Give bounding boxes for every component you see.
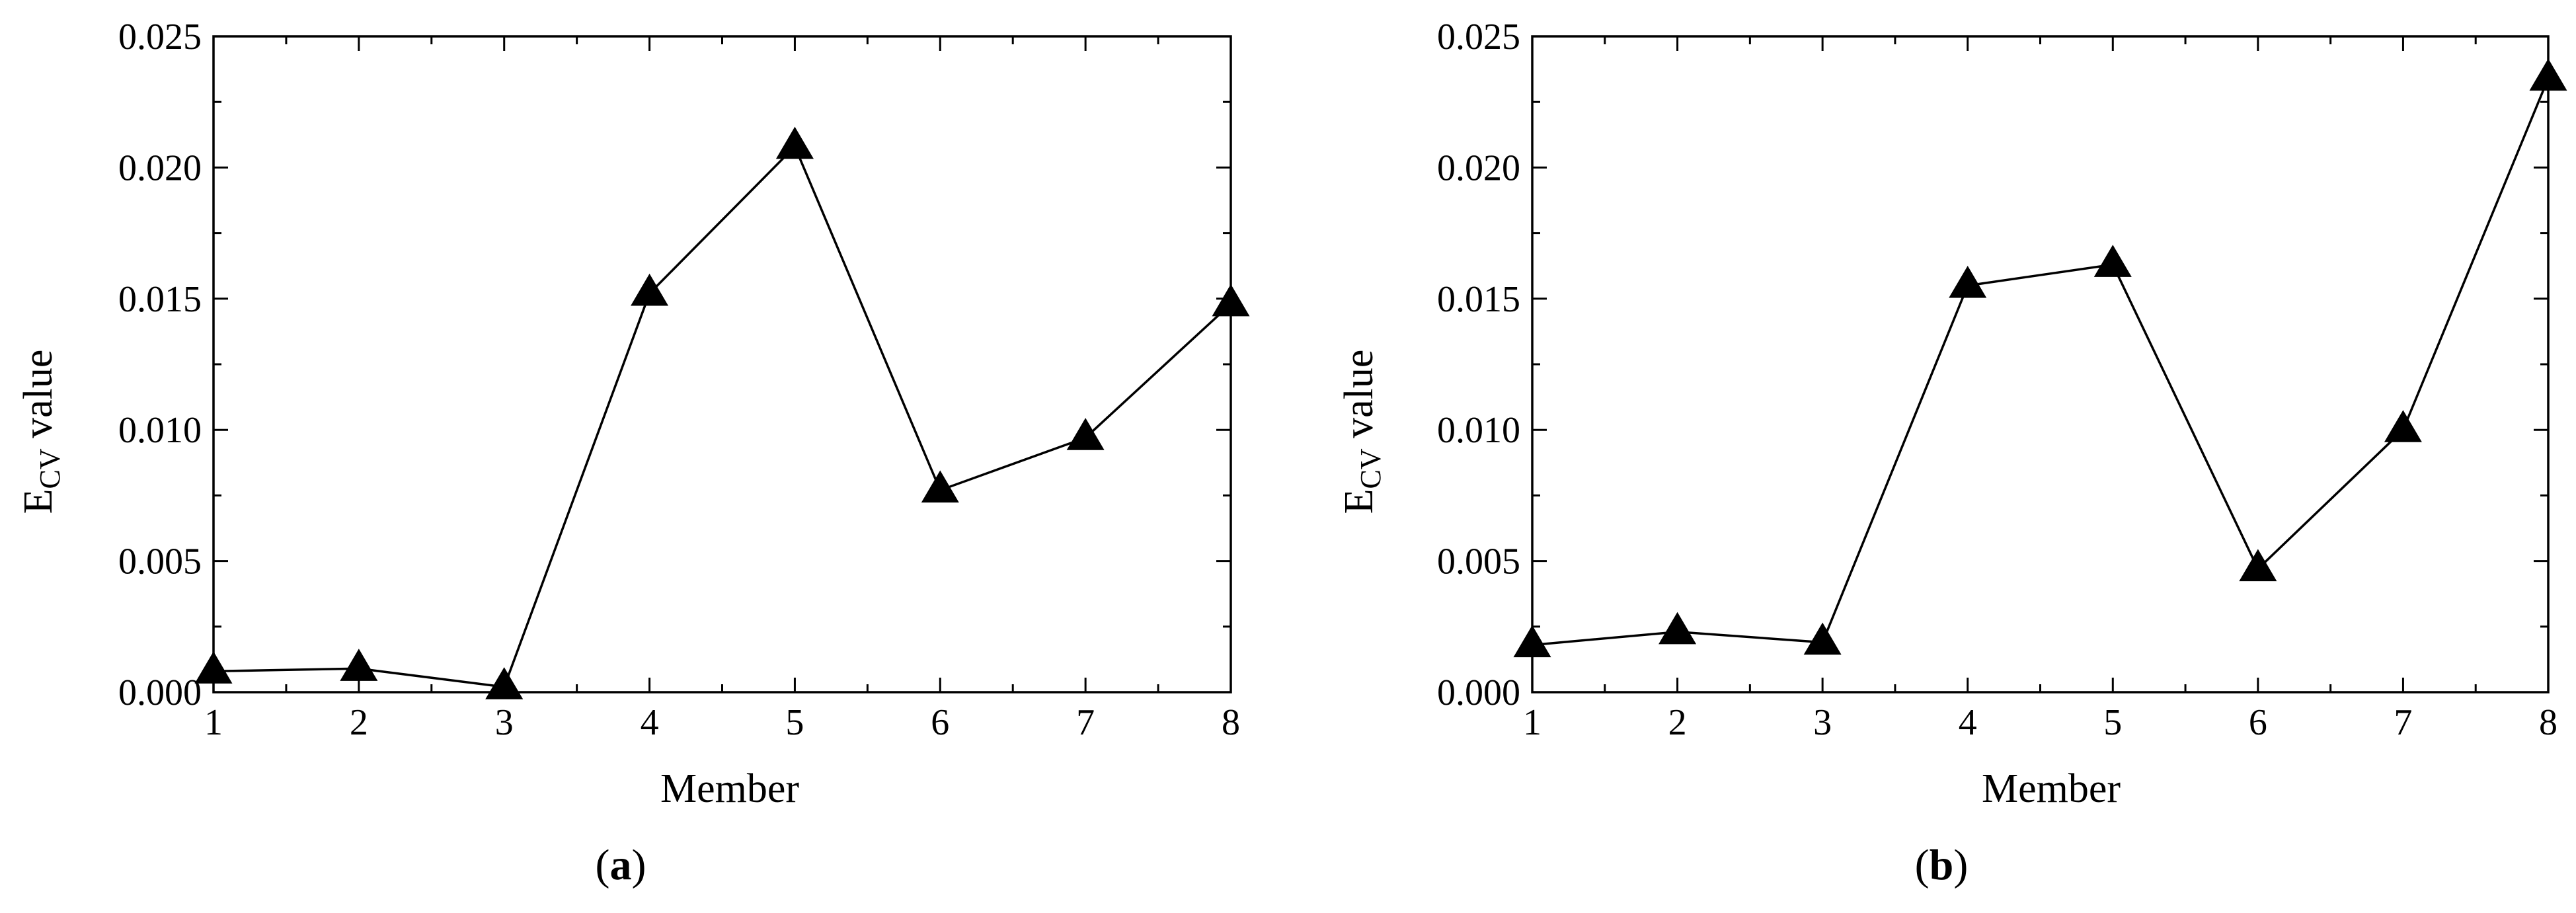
triangle-marker <box>1803 622 1842 655</box>
axis-tick-labels: 0.000 0.005 0.010 0.015 0.020 0.025 1 2 3 4 5 6 7 8 <box>118 17 1240 743</box>
x-tick-label: 1 <box>1523 702 1542 743</box>
series-line <box>213 144 1232 688</box>
triangle-marker <box>921 470 959 503</box>
x-tick-label: 2 <box>1668 702 1687 743</box>
triangle-marker <box>485 667 524 699</box>
axis-ticks <box>1531 35 2550 694</box>
triangle-marker <box>1949 265 1987 298</box>
triangle-marker <box>1513 625 1551 658</box>
y-tick-label: 0.015 <box>118 279 202 320</box>
data-series <box>194 126 1250 699</box>
x-tick-label: 4 <box>641 702 659 743</box>
triangle-marker <box>1212 284 1250 317</box>
triangle-marker <box>631 273 669 306</box>
panel-label: (b) <box>1915 841 1969 889</box>
data-series <box>1513 58 2567 658</box>
y-tick-label: 0.020 <box>118 147 202 188</box>
triangle-marker <box>2384 410 2422 442</box>
plot-frame <box>212 35 1232 694</box>
y-tick-label: 0.000 <box>118 672 202 713</box>
y-tick-label: 0.010 <box>1437 410 1520 451</box>
triangle-marker <box>2239 549 2277 582</box>
x-tick-label: 1 <box>204 702 223 743</box>
x-tick-label: 5 <box>2103 702 2122 743</box>
triangle-marker <box>775 126 814 159</box>
triangle-marker <box>2529 58 2567 91</box>
y-tick-label: 0.025 <box>118 17 202 58</box>
x-tick-label: 7 <box>1076 702 1095 743</box>
y-axis-label: ECV value <box>1337 350 1387 514</box>
x-tick-label: 8 <box>2539 702 2557 743</box>
y-tick-label: 0.015 <box>1437 279 1520 320</box>
x-tick-label: 8 <box>1222 702 1240 743</box>
y-axis-label: ECV value <box>16 350 66 514</box>
y-tick-label: 0.000 <box>1437 672 1520 713</box>
triangle-marker <box>2093 245 2132 277</box>
panel-label: (a) <box>596 841 646 889</box>
triangle-marker <box>194 651 233 684</box>
x-tick-label: 3 <box>495 702 514 743</box>
chart-panel-a: 0.000 0.005 0.010 0.015 0.020 0.025 1 2 3 4 5 6 7 8 M… <box>16 17 1250 889</box>
axis-tick-labels: 0.000 0.005 0.010 0.015 0.020 0.025 1 2 3 4 5 6 7 8 <box>1437 17 2557 743</box>
x-axis-label: Member <box>1982 766 2121 811</box>
y-tick-label: 0.010 <box>118 410 202 451</box>
x-tick-label: 7 <box>2394 702 2412 743</box>
triangle-marker <box>340 649 378 681</box>
y-tick-label: 0.005 <box>1437 541 1520 582</box>
x-tick-label: 3 <box>1813 702 1832 743</box>
x-tick-label: 5 <box>785 702 804 743</box>
triangle-marker <box>1066 418 1105 450</box>
chart-panel-b: 0.000 0.005 0.010 0.015 0.020 0.025 1 2 3 4 5 6 7 8 M… <box>1337 17 2567 889</box>
y-tick-label: 0.005 <box>118 541 202 582</box>
y-tick-label: 0.025 <box>1437 17 1520 58</box>
x-tick-label: 2 <box>350 702 368 743</box>
x-tick-label: 6 <box>931 702 949 743</box>
triangle-marker <box>1659 612 1697 645</box>
x-tick-label: 4 <box>1959 702 1977 743</box>
x-axis-label: Member <box>660 766 799 811</box>
plot-frame <box>1531 35 2550 694</box>
series-line <box>1532 77 2550 647</box>
x-tick-label: 6 <box>2249 702 2267 743</box>
axis-ticks <box>212 35 1232 694</box>
y-tick-label: 0.020 <box>1437 147 1520 188</box>
